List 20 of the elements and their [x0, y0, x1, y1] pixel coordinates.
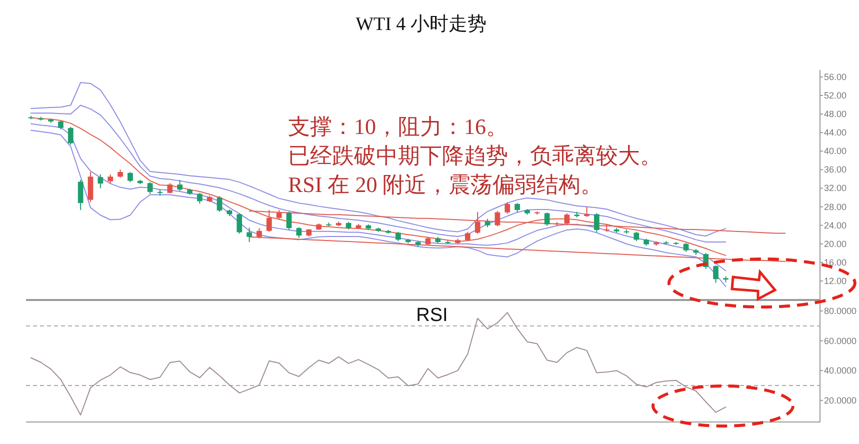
chart-title: WTI 4 小时走势	[356, 14, 486, 35]
y-tick-label: 36.00	[824, 164, 847, 175]
y-tick-label: 56.00	[824, 72, 847, 82]
y-tick-label: 80.0000	[824, 306, 857, 316]
y-tick-label: 52.00	[824, 90, 847, 100]
y-tick-label: 60.0000	[824, 336, 857, 346]
y-tick-label: 20.0000	[824, 395, 857, 406]
annotation: RSI 在 20 附近，震荡偏弱结构。	[288, 172, 603, 197]
y-tick-label: 20.00	[824, 238, 847, 249]
y-tick-label: 24.00	[824, 220, 847, 230]
y-tick-label: 40.0000	[824, 366, 857, 376]
y-tick-label: 28.00	[824, 202, 847, 212]
y-tick-label: 12.00	[824, 276, 847, 286]
annotation: 已经跌破中期下降趋势，负乖离较大。	[288, 143, 662, 168]
y-tick-label: 48.00	[824, 109, 847, 120]
y-tick-label: 44.00	[824, 128, 847, 138]
y-tick-label: 40.00	[824, 146, 847, 156]
annotation: 支撑：10，阻力：16。	[288, 114, 508, 139]
y-tick-label: 32.00	[824, 183, 847, 194]
chart-title: RSI	[416, 305, 448, 326]
